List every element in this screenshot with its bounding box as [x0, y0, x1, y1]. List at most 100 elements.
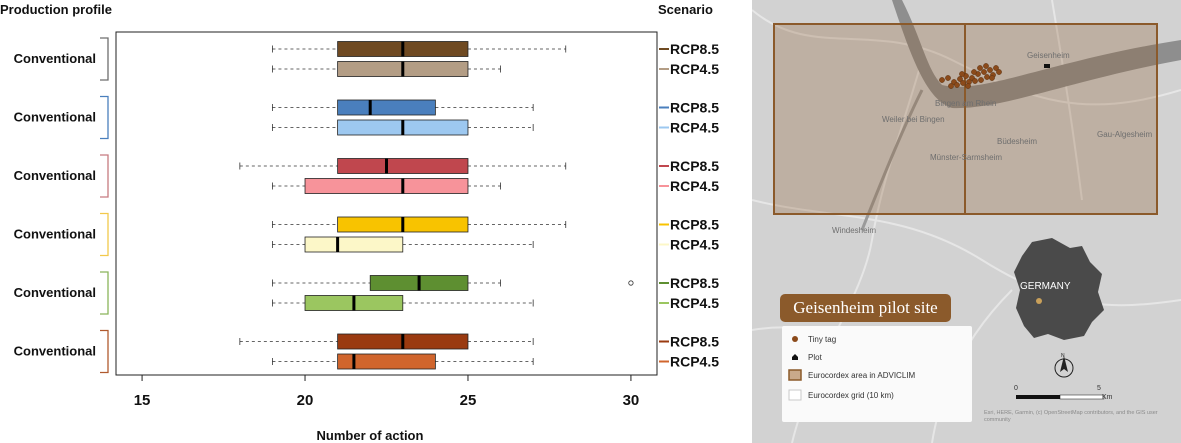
box-rcp4-5: RCP4.5 [272, 178, 719, 194]
river [860, 0, 1181, 231]
x-tick-label: 15 [134, 392, 151, 409]
scenario-label: RCP8.5 [670, 158, 719, 174]
tiny-tag-dot [948, 83, 954, 89]
production-profile-label: Conventional [14, 51, 96, 66]
box-rcp4-5: RCP4.5 [272, 237, 719, 253]
germany-silhouette [1014, 238, 1104, 340]
scenario-label: RCP8.5 [670, 275, 719, 291]
tiny-tag-dot [987, 67, 993, 73]
scenario-label: RCP8.5 [670, 41, 719, 57]
profile-group: Conventional RCP8.5 RCP4.5 [14, 154, 719, 198]
scale-bar [1016, 394, 1105, 400]
production-profile-label: Conventional [14, 168, 96, 183]
box-rcp8-5: RCP8.5 [272, 217, 719, 233]
tiny-tag-dot [954, 82, 960, 88]
iqr-box [337, 99, 436, 116]
place-geisenheim: Geisenheim [1027, 51, 1070, 60]
tiny-tag-dot [996, 69, 1002, 75]
group-bracket [100, 37, 109, 81]
scenario-label: RCP4.5 [670, 61, 719, 77]
group-bracket [100, 95, 109, 140]
box-rcp4-5: RCP4.5 [272, 295, 719, 311]
production-profile-label: Conventional [14, 344, 96, 359]
tiny-tag-dot [981, 69, 987, 75]
tiny-tag-dot [993, 65, 999, 71]
legend-eurocordex-area: Eurocordex area in ADVICLIM [788, 368, 915, 382]
svg-text:N: N [1061, 353, 1065, 359]
iqr-box [304, 236, 404, 253]
scale-start-label: 0 [1014, 385, 1018, 392]
tiny-tag-dot [972, 78, 978, 84]
legend-tiny-tag: Tiny tag [788, 332, 836, 346]
plot-marker-icon [788, 351, 802, 363]
box-rcp8-5: RCP8.5 [272, 100, 719, 116]
box-rcp4-5: RCP4.5 [272, 354, 719, 370]
profile-group: Conventional RCP8.5 RCP4.5 [14, 271, 719, 315]
box-rcp4-5: RCP4.5 [272, 61, 719, 77]
legend-label: Eurocordex grid (10 km) [808, 390, 894, 400]
tiny-tag-dot [945, 75, 951, 81]
site-title-banner: Geisenheim pilot site [780, 294, 951, 322]
scenario-header: Scenario [658, 2, 713, 17]
group-bracket [100, 271, 109, 315]
group-bracket [100, 154, 109, 198]
plot-frame [115, 31, 658, 376]
map-panel: Geisenheim Bingen am Rhein Weiler bei Bi… [752, 0, 1181, 443]
profile-group: Conventional RCP8.5 RCP4.5 [14, 329, 719, 374]
tiny-tag-dot [977, 65, 983, 71]
x-tick-label: 20 [297, 392, 314, 409]
tiny-tag-dot [978, 77, 984, 83]
scale-end-label: 5 [1097, 385, 1101, 392]
iqr-box [304, 178, 469, 194]
map-canvas: Geisenheim Bingen am Rhein Weiler bei Bi… [752, 0, 1181, 443]
place-weiler: Weiler bei Bingen [882, 115, 945, 124]
eurocordex-area-box-icon [788, 369, 802, 381]
place-budesheim: Büdesheim [997, 137, 1037, 146]
tiny-tag-dot [965, 83, 971, 89]
map-credit: Esri, HERE, Garmin, (c) OpenStreetMap co… [984, 410, 1158, 423]
iqr-box [337, 158, 469, 174]
profile-group: Conventional RCP8.5 RCP4.5 [14, 212, 719, 257]
tiny-tag-dot [960, 80, 966, 86]
north-arrow-icon: N [1054, 353, 1074, 378]
production-profile-label: Conventional [14, 285, 96, 300]
tiny-tag-dot [939, 77, 945, 83]
group-bracket [100, 329, 109, 374]
box-rcp8-5: RCP8.5 [272, 275, 719, 291]
scenario-label: RCP4.5 [670, 178, 719, 194]
iqr-box [337, 353, 436, 370]
outlier-point [628, 280, 634, 286]
tiny-tag-dot [983, 63, 989, 69]
legend-label: Tiny tag [808, 334, 837, 344]
profile-group: Conventional RCP8.5 RCP4.5 [14, 37, 719, 81]
tiny-tag-dot [957, 76, 963, 82]
x-tick-label: 30 [623, 392, 640, 409]
x-tick-label: 25 [460, 392, 477, 409]
place-windesheim: Windesheim [832, 226, 876, 235]
tiny-tag-dot-icon [788, 333, 802, 345]
scenario-label: RCP8.5 [670, 100, 719, 116]
legend-label: Plot [808, 352, 822, 362]
group-bracket [100, 212, 109, 257]
x-axis: 15 20 25 30 [134, 375, 640, 409]
boxplot-chart: Production profile Scenario Conventional… [0, 2, 719, 443]
scale-unit-label: Km [1102, 394, 1113, 401]
production-profile-label: Conventional [14, 227, 96, 242]
plot-marker [1044, 64, 1050, 68]
production-profile-header: Production profile [0, 2, 112, 17]
country-label: GERMANY [1020, 281, 1071, 292]
tiny-tag-dot [959, 71, 965, 77]
scenario-label: RCP4.5 [670, 295, 719, 311]
scenario-label: RCP4.5 [670, 120, 719, 136]
production-profile-label: Conventional [14, 110, 96, 125]
scenario-label: RCP8.5 [670, 334, 719, 350]
legend-plot: Plot [788, 350, 822, 364]
box-rcp8-5: RCP8.5 [239, 334, 719, 350]
profile-group: Conventional RCP8.5 RCP4.5 [14, 95, 719, 140]
legend-eurocordex-grid: Eurocordex grid (10 km) [788, 388, 894, 402]
germany-site-marker [1036, 298, 1042, 304]
tiny-tag-cluster [939, 63, 1002, 89]
box-rcp8-5: RCP8.5 [239, 158, 719, 174]
eurocordex-grid-box-icon [788, 389, 802, 401]
tiny-tag-dot [984, 74, 990, 80]
